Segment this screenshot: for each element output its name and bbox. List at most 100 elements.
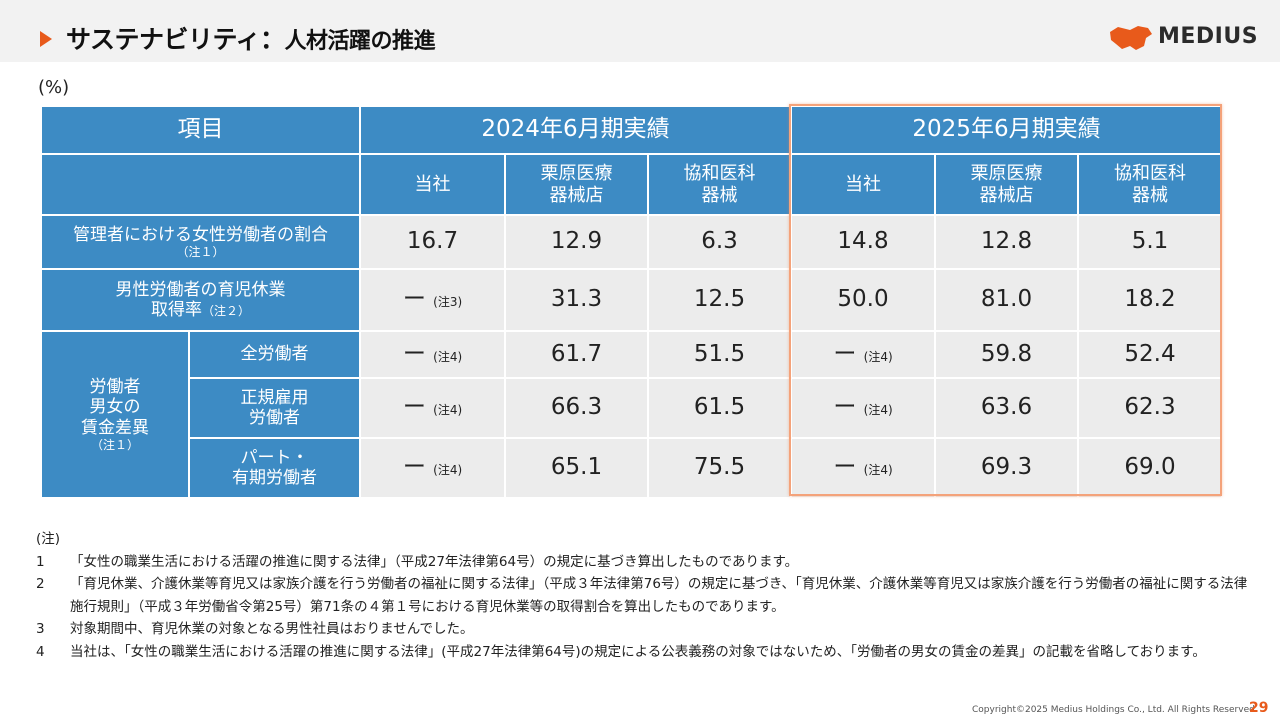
value-cell: 69.3 [934, 437, 1079, 499]
page-title-sub: 人材活躍の推進 [284, 29, 436, 54]
value-cell-dash: ー (注3) [359, 268, 506, 332]
header-item: 項目 [40, 105, 361, 155]
value-cell-dash: ー (注4) [790, 377, 936, 439]
header-company-own-2025: 当社 [790, 153, 936, 216]
group-label-text: 労働者 [89, 376, 141, 397]
row-label-text: 正規雇用 [240, 387, 309, 408]
dash-mark: ー [402, 286, 426, 313]
row-label-all-workers: 全労働者 [188, 330, 361, 379]
row-label-text: パート・ [240, 447, 309, 468]
logo-text: MEDIUS [1158, 24, 1259, 49]
value-cell: 12.9 [504, 214, 649, 270]
footnotes: (注) 1 「女性の職業生活における活躍の推進に関する法律」（平成27年法律第64… [36, 528, 1251, 663]
row-label-line2: 取得率（注２） [42, 300, 359, 320]
company-label: 当社 [845, 173, 881, 195]
dash-mark: ー [402, 454, 426, 481]
row-label-text: 全労働者 [240, 344, 309, 365]
value-cell: 62.3 [1077, 377, 1223, 439]
row-label-text: 有期労働者 [232, 468, 317, 488]
company-label: 当社 [414, 173, 451, 195]
company-label: 協和医科 器械 [683, 162, 756, 206]
logo-mark-icon [1110, 26, 1152, 50]
row-label-text: 男性労働者の育児休業 [115, 279, 286, 300]
row-label-note: （注１） [176, 245, 225, 259]
header-company-kurihara-2024: 栗原医療 器械店 [504, 153, 649, 216]
page-number: 29 [1249, 700, 1269, 716]
value-cell: 18.2 [1077, 268, 1223, 332]
dash-mark: ー [402, 394, 426, 421]
footnote-item: 1 「女性の職業生活における活躍の推進に関する法律」（平成27年法律第64号）の規… [36, 551, 1251, 574]
row-label-text: 管理者における女性労働者の割合 [73, 224, 328, 245]
value-cell: 66.3 [504, 377, 649, 439]
value-cell: 61.5 [647, 377, 792, 439]
header-period-2025: 2025年6月期実績 [790, 105, 1223, 155]
unit-label: (%) [38, 77, 70, 98]
value-cell: 14.8 [790, 214, 936, 270]
company-label: 協和医科 器械 [1114, 162, 1186, 206]
value-cell: 69.0 [1077, 437, 1223, 499]
value-cell: 52.4 [1077, 330, 1223, 379]
value-cell: 61.7 [504, 330, 649, 379]
value-cell-dash: ー (注4) [359, 330, 506, 379]
table-row: 労働者 男女の 賃金差異 （注１） 全労働者 ー (注4) 61.7 51.5 … [40, 330, 1223, 499]
dash-mark: ー [402, 340, 426, 367]
value-cell: 6.3 [647, 214, 792, 270]
value-cell-dash: ー (注4) [790, 330, 936, 379]
table-row: 管理者における女性労働者の割合 （注１） 16.7 12.9 6.3 14.8 … [40, 214, 1223, 270]
value-cell: 5.1 [1077, 214, 1223, 270]
footnote-number: 2 [36, 576, 45, 592]
header-company-kyowa-2025: 協和医科 器械 [1077, 153, 1223, 216]
title-arrow-icon [40, 31, 52, 47]
row-group-label-wage-gap: 労働者 男女の 賃金差異 （注１） [40, 330, 190, 499]
footnote-item: 4 当社は、「女性の職業生活における活躍の推進に関する法律」(平成27年法律第64… [36, 641, 1251, 664]
footnote-item: 2 「育児休業、介護休業等育児又は家族介護を行う労働者の福祉に関する法律」（平成３… [36, 573, 1251, 618]
dash-note: (注4) [433, 463, 463, 478]
value-cell: 63.6 [934, 377, 1079, 439]
page-title: サステナビリティ：人材活躍の推進 [66, 20, 436, 56]
gender-data-table: 項目 2024年6月期実績 2025年6月期実績 当社 栗原医療 器械店 協和医… [40, 105, 1223, 499]
value-cell: 51.5 [647, 330, 792, 379]
value-cell: 59.8 [934, 330, 1079, 379]
dash-mark: ー [833, 340, 857, 367]
footnote-item: 3 対象期間中、育児休業の対象となる男性社員はおりませんでした。 [36, 618, 1251, 641]
dash-note: (注4) [433, 349, 463, 364]
value-cell: 12.5 [647, 268, 792, 332]
header-company-kurihara-2025: 栗原医療 器械店 [934, 153, 1079, 216]
row-label-note: （注２） [201, 304, 250, 318]
table-row: パート・ 有期労働者 ー (注4) 65.1 75.5 ー (注4) 69.3 … [41, 437, 1223, 499]
footnote-text: 対象期間中、育児休業の対象となる男性社員はおりませんでした。 [70, 621, 474, 637]
dash-note: (注4) [863, 463, 893, 478]
header-company-own-2024: 当社 [359, 153, 506, 216]
footnote-number: 4 [36, 643, 45, 660]
value-cell: 65.1 [504, 437, 649, 499]
value-cell-dash: ー (注4) [790, 437, 936, 499]
row-label-text: 取得率 [150, 300, 202, 320]
company-label: 栗原医療 器械店 [970, 162, 1043, 206]
value-cell: 31.3 [504, 268, 649, 332]
value-cell: 75.5 [647, 437, 792, 499]
footnote-text: 当社は、「女性の職業生活における活躍の推進に関する法律」(平成27年法律第64号… [70, 643, 1206, 660]
value-cell: 81.0 [934, 268, 1079, 332]
group-label-note: （注１） [90, 437, 139, 452]
group-label-text: 賃金差異 [81, 417, 149, 438]
title-bar [0, 0, 1280, 62]
dash-note: (注4) [863, 349, 893, 364]
dash-note: (注3) [433, 295, 463, 310]
row-label-female-managers: 管理者における女性労働者の割合 （注１） [40, 214, 361, 270]
dash-mark: ー [833, 394, 857, 421]
footnote-text: 「女性の職業生活における活躍の推進に関する法律」（平成27年法律第64号）の規定… [70, 553, 799, 570]
row-label-regular-workers: 正規雇用 労働者 [188, 377, 361, 439]
copyright-text: Copyright©2025 Medius Holdings Co., Ltd.… [972, 705, 1255, 715]
footnote-text: 「育児休業、介護休業等育児又は家族介護を行う労働者の福祉に関する法律」（平成３年… [70, 576, 1248, 615]
header-company-kyowa-2024: 協和医科 器械 [647, 153, 792, 216]
dash-note: (注4) [863, 403, 893, 418]
dash-note: (注4) [433, 403, 463, 418]
row-label-text: 労働者 [249, 408, 300, 428]
footnote-number: 1 [36, 553, 45, 570]
value-cell: 50.0 [790, 268, 936, 332]
company-label: 栗原医療 器械店 [540, 162, 613, 206]
value-cell-dash: ー (注4) [359, 377, 506, 439]
header-period-2024: 2024年6月期実績 [359, 105, 792, 155]
table-row: 正規雇用 労働者 ー (注4) 66.3 61.5 ー (注4) 63.6 62… [41, 377, 1223, 439]
table-row: 男性労働者の育児休業 取得率（注２） ー (注3) 31.3 12.5 50.0… [40, 268, 1223, 332]
